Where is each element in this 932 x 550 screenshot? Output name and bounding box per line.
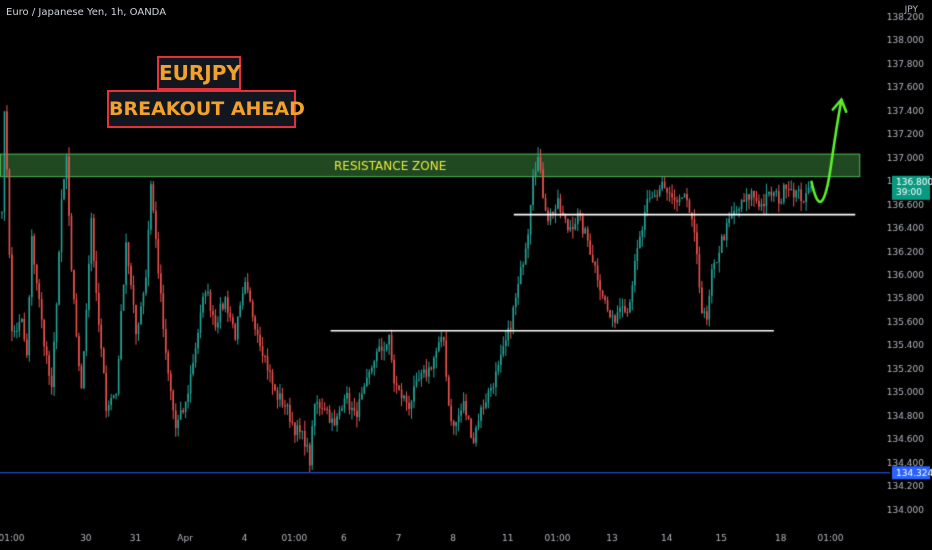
breakout-ahead-box: BREAKOUT AHEAD: [107, 90, 305, 128]
symbol-title[interactable]: Euro / Japanese Yen, 1h, OANDA: [6, 7, 167, 18]
eurjpy-title-box: EURJPY: [157, 56, 241, 90]
currency-label: JPY: [904, 5, 918, 15]
